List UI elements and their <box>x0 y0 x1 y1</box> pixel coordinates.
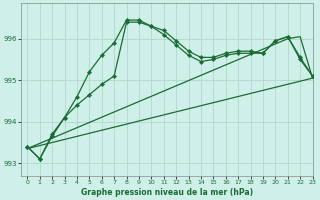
X-axis label: Graphe pression niveau de la mer (hPa): Graphe pression niveau de la mer (hPa) <box>81 188 253 197</box>
